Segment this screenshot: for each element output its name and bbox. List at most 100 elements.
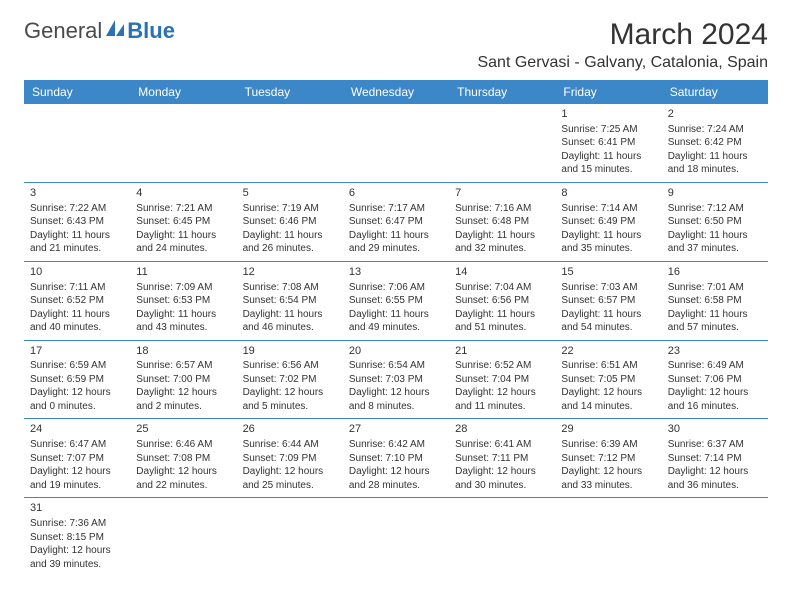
day-cell: 22Sunrise: 6:51 AMSunset: 7:05 PMDayligh…: [555, 341, 661, 419]
daylight1-text: Daylight: 11 hours: [668, 229, 762, 243]
day-number: 13: [349, 265, 443, 280]
day-number: 10: [30, 265, 124, 280]
daylight1-text: Daylight: 12 hours: [668, 465, 762, 479]
empty-cell: [130, 104, 236, 182]
daylight1-text: Daylight: 12 hours: [136, 386, 230, 400]
day-number: 27: [349, 422, 443, 437]
day-number: 5: [243, 186, 337, 201]
daylight1-text: Daylight: 12 hours: [30, 386, 124, 400]
day-number: 14: [455, 265, 549, 280]
sunset-text: Sunset: 7:02 PM: [243, 373, 337, 387]
week-row: 24Sunrise: 6:47 AMSunset: 7:07 PMDayligh…: [24, 419, 768, 498]
day-cell: 19Sunrise: 6:56 AMSunset: 7:02 PMDayligh…: [237, 341, 343, 419]
day-number: 28: [455, 422, 549, 437]
sunset-text: Sunset: 6:42 PM: [668, 136, 762, 150]
sunset-text: Sunset: 6:59 PM: [30, 373, 124, 387]
daylight2-text: and 25 minutes.: [243, 479, 337, 493]
day-cell: 27Sunrise: 6:42 AMSunset: 7:10 PMDayligh…: [343, 419, 449, 497]
daylight1-text: Daylight: 11 hours: [561, 150, 655, 164]
sunrise-text: Sunrise: 7:17 AM: [349, 202, 443, 216]
day-cell: 8Sunrise: 7:14 AMSunset: 6:49 PMDaylight…: [555, 183, 661, 261]
day-cell: 5Sunrise: 7:19 AMSunset: 6:46 PMDaylight…: [237, 183, 343, 261]
daylight2-text: and 2 minutes.: [136, 400, 230, 414]
day-cell: 21Sunrise: 6:52 AMSunset: 7:04 PMDayligh…: [449, 341, 555, 419]
day-number: 31: [30, 501, 124, 516]
sunrise-text: Sunrise: 6:42 AM: [349, 438, 443, 452]
daylight2-text: and 37 minutes.: [668, 242, 762, 256]
sunset-text: Sunset: 7:04 PM: [455, 373, 549, 387]
sunrise-text: Sunrise: 6:44 AM: [243, 438, 337, 452]
daylight1-text: Daylight: 11 hours: [349, 308, 443, 322]
sunrise-text: Sunrise: 7:14 AM: [561, 202, 655, 216]
week-row: 1Sunrise: 7:25 AMSunset: 6:41 PMDaylight…: [24, 104, 768, 183]
sunset-text: Sunset: 6:48 PM: [455, 215, 549, 229]
daylight1-text: Daylight: 11 hours: [455, 308, 549, 322]
daylight1-text: Daylight: 12 hours: [349, 386, 443, 400]
logo-sail-icon: [104, 18, 126, 44]
daylight2-text: and 14 minutes.: [561, 400, 655, 414]
daylight2-text: and 21 minutes.: [30, 242, 124, 256]
day-number: 24: [30, 422, 124, 437]
sunrise-text: Sunrise: 6:54 AM: [349, 359, 443, 373]
day-header-row: SundayMondayTuesdayWednesdayThursdayFrid…: [24, 80, 768, 104]
daylight2-text: and 24 minutes.: [136, 242, 230, 256]
daylight1-text: Daylight: 12 hours: [561, 465, 655, 479]
week-row: 3Sunrise: 7:22 AMSunset: 6:43 PMDaylight…: [24, 183, 768, 262]
day-cell: 12Sunrise: 7:08 AMSunset: 6:54 PMDayligh…: [237, 262, 343, 340]
daylight2-text: and 36 minutes.: [668, 479, 762, 493]
sunrise-text: Sunrise: 6:57 AM: [136, 359, 230, 373]
calendar: SundayMondayTuesdayWednesdayThursdayFrid…: [24, 80, 768, 576]
day-header-cell: Thursday: [449, 80, 555, 104]
day-number: 30: [668, 422, 762, 437]
daylight1-text: Daylight: 11 hours: [455, 229, 549, 243]
sunset-text: Sunset: 7:05 PM: [561, 373, 655, 387]
day-cell: 20Sunrise: 6:54 AMSunset: 7:03 PMDayligh…: [343, 341, 449, 419]
day-cell: 10Sunrise: 7:11 AMSunset: 6:52 PMDayligh…: [24, 262, 130, 340]
daylight1-text: Daylight: 12 hours: [668, 386, 762, 400]
day-number: 22: [561, 344, 655, 359]
daylight1-text: Daylight: 12 hours: [243, 465, 337, 479]
day-number: 20: [349, 344, 443, 359]
day-cell: 9Sunrise: 7:12 AMSunset: 6:50 PMDaylight…: [662, 183, 768, 261]
day-number: 9: [668, 186, 762, 201]
day-cell: 29Sunrise: 6:39 AMSunset: 7:12 PMDayligh…: [555, 419, 661, 497]
sunrise-text: Sunrise: 6:47 AM: [30, 438, 124, 452]
sunset-text: Sunset: 6:53 PM: [136, 294, 230, 308]
daylight1-text: Daylight: 12 hours: [30, 544, 124, 558]
daylight2-text: and 18 minutes.: [668, 163, 762, 177]
sunrise-text: Sunrise: 6:46 AM: [136, 438, 230, 452]
day-header-cell: Friday: [555, 80, 661, 104]
daylight1-text: Daylight: 11 hours: [30, 229, 124, 243]
day-cell: 18Sunrise: 6:57 AMSunset: 7:00 PMDayligh…: [130, 341, 236, 419]
daylight2-text: and 46 minutes.: [243, 321, 337, 335]
day-number: 26: [243, 422, 337, 437]
day-header-cell: Monday: [130, 80, 236, 104]
daylight1-text: Daylight: 12 hours: [561, 386, 655, 400]
day-cell: 15Sunrise: 7:03 AMSunset: 6:57 PMDayligh…: [555, 262, 661, 340]
empty-cell: [343, 104, 449, 182]
empty-cell: [237, 498, 343, 576]
week-row: 10Sunrise: 7:11 AMSunset: 6:52 PMDayligh…: [24, 262, 768, 341]
day-number: 3: [30, 186, 124, 201]
sunset-text: Sunset: 6:52 PM: [30, 294, 124, 308]
daylight1-text: Daylight: 12 hours: [349, 465, 443, 479]
sunset-text: Sunset: 6:50 PM: [668, 215, 762, 229]
day-cell: 25Sunrise: 6:46 AMSunset: 7:08 PMDayligh…: [130, 419, 236, 497]
daylight1-text: Daylight: 11 hours: [136, 229, 230, 243]
day-cell: 3Sunrise: 7:22 AMSunset: 6:43 PMDaylight…: [24, 183, 130, 261]
day-number: 19: [243, 344, 337, 359]
sunset-text: Sunset: 6:45 PM: [136, 215, 230, 229]
daylight2-text: and 15 minutes.: [561, 163, 655, 177]
day-number: 8: [561, 186, 655, 201]
sunset-text: Sunset: 7:09 PM: [243, 452, 337, 466]
daylight2-text: and 40 minutes.: [30, 321, 124, 335]
day-cell: 28Sunrise: 6:41 AMSunset: 7:11 PMDayligh…: [449, 419, 555, 497]
day-number: 16: [668, 265, 762, 280]
sunset-text: Sunset: 7:11 PM: [455, 452, 549, 466]
empty-cell: [343, 498, 449, 576]
day-header-cell: Wednesday: [343, 80, 449, 104]
day-number: 18: [136, 344, 230, 359]
day-number: 6: [349, 186, 443, 201]
sunset-text: Sunset: 7:12 PM: [561, 452, 655, 466]
daylight1-text: Daylight: 11 hours: [243, 308, 337, 322]
